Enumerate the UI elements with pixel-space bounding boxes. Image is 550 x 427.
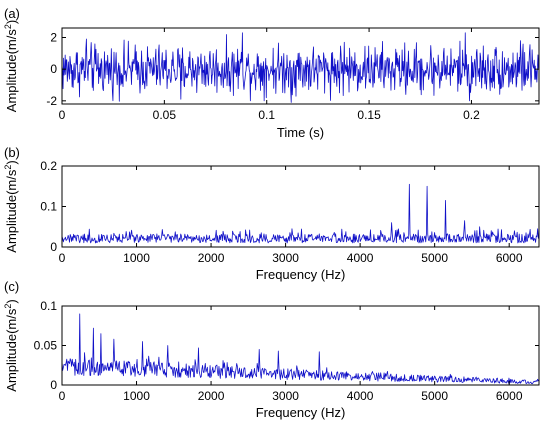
y-tick-label: 0.1 <box>40 200 57 214</box>
x-tick-label: 0 <box>59 251 66 265</box>
x-axis-label: Frequency (Hz) <box>256 405 346 420</box>
x-tick-label: 2000 <box>198 251 225 265</box>
x-tick-label: 6000 <box>496 251 523 265</box>
x-tick-label: 4000 <box>347 251 374 265</box>
y-tick-label: 0 <box>50 240 57 254</box>
y-axis-label-main: Amplitude(m/s <box>4 29 19 113</box>
x-tick-label: 0.15 <box>357 108 381 122</box>
panel-label: (a) <box>4 6 20 21</box>
x-tick-label: 2000 <box>198 389 225 403</box>
axes-frame <box>61 305 540 386</box>
y-axis-label-sup: 2 <box>3 165 13 170</box>
x-tick-label: 1000 <box>123 389 150 403</box>
x-tick-label: 0.2 <box>463 108 480 122</box>
x-tick-label: 0.05 <box>153 108 177 122</box>
y-axis-label-sup: 2 <box>3 24 13 29</box>
panel-b: 0 1000 2000 3000 4000 5000 6000 0 0.1 0.2 Frequenc… <box>3 145 540 282</box>
y-axis-label: Amplitude(m/s2) <box>3 299 19 391</box>
x-axis-label: Time (s) <box>277 125 324 140</box>
x-tick-label: 0 <box>59 108 66 122</box>
x-tick-label: 0.1 <box>258 108 275 122</box>
panel-c: 0 1000 2000 3000 4000 5000 6000 0 0.05 0.1 Frequen… <box>3 279 540 420</box>
x-tick-label: 0 <box>59 389 66 403</box>
series-line <box>62 313 539 385</box>
x-tick-label: 4000 <box>347 389 374 403</box>
x-tick-label: 1000 <box>123 251 150 265</box>
y-tick-label: 0 <box>50 378 57 392</box>
panel-label: (c) <box>4 279 19 294</box>
y-tick-label: -2 <box>46 94 57 108</box>
x-tick-label: 6000 <box>496 389 523 403</box>
y-axis-label-main: Amplitude(m/s <box>4 169 19 253</box>
plot-area <box>62 32 539 103</box>
axes-frame <box>61 27 540 105</box>
y-axis-label-sup: 2 <box>3 304 13 309</box>
plot-area <box>62 183 539 244</box>
x-tick-label: 5000 <box>421 251 448 265</box>
x-tick-label: 5000 <box>421 389 448 403</box>
y-axis-label: Amplitude(m/s2) <box>3 20 19 112</box>
y-axis-label-close: ) <box>4 20 19 24</box>
y-axis-label-main: Amplitude(m/s <box>4 308 19 392</box>
y-tick-label: 0.2 <box>40 159 57 173</box>
y-tick-label: 0.1 <box>40 299 57 313</box>
y-tick-label: 2 <box>50 31 57 45</box>
x-tick-label: 3000 <box>272 389 299 403</box>
plot-area <box>62 313 539 385</box>
y-axis-label: Amplitude(m/s2) <box>3 160 19 252</box>
x-tick-label: 3000 <box>272 251 299 265</box>
panel-label: (b) <box>4 145 20 160</box>
y-tick-label: 0 <box>50 62 57 76</box>
y-tick-label: 0.05 <box>34 339 58 353</box>
x-axis-label: Frequency (Hz) <box>256 267 346 282</box>
y-axis-label-close: ) <box>4 160 19 164</box>
y-axis-label-close: ) <box>4 299 19 303</box>
series-line <box>62 32 539 103</box>
series-line <box>62 183 539 244</box>
